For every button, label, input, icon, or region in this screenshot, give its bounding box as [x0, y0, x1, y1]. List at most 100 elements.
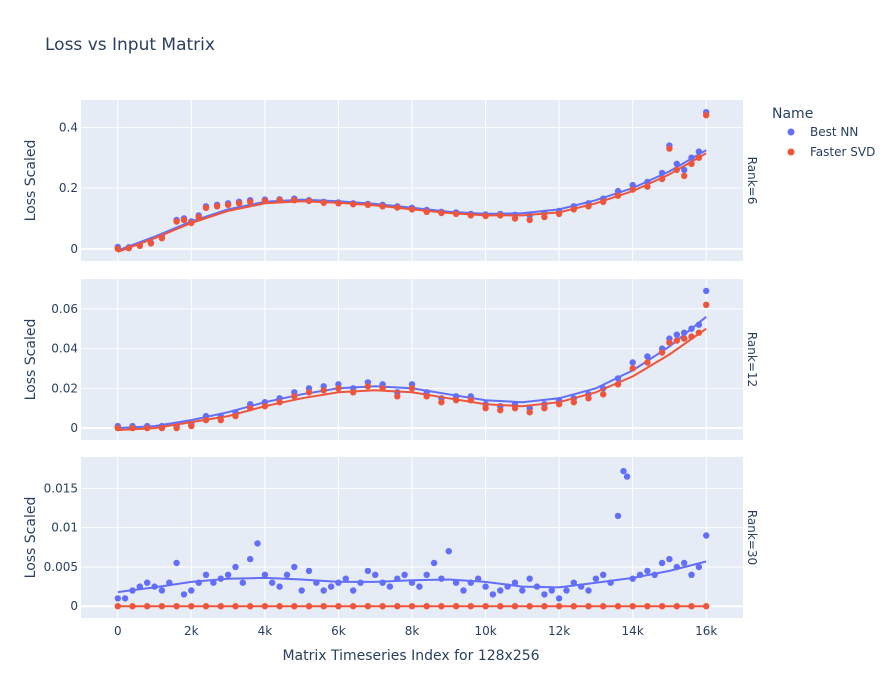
legend: Name Best NN Faster SVD — [772, 106, 875, 159]
data-point — [408, 385, 416, 392]
data-point — [158, 424, 166, 432]
data-point — [239, 579, 246, 586]
data-point — [585, 603, 592, 610]
data-point — [320, 587, 327, 594]
x-axis-label: Matrix Timeseries Index for 128x256 — [282, 648, 539, 664]
data-point — [430, 559, 438, 567]
data-point — [335, 603, 342, 610]
data-point — [695, 563, 703, 571]
data-point — [320, 387, 327, 394]
data-point — [600, 198, 607, 205]
data-point — [688, 160, 695, 167]
data-point — [673, 563, 680, 571]
facet-label: Rank=30 — [745, 510, 759, 565]
data-point — [114, 595, 122, 602]
data-point — [600, 571, 607, 578]
data-point — [147, 240, 155, 247]
data-point — [276, 603, 283, 610]
data-point — [555, 595, 563, 602]
data-point — [276, 399, 283, 406]
data-point — [247, 198, 254, 205]
data-point — [173, 603, 180, 610]
y-tick-label: 0.015 — [44, 481, 78, 495]
data-point — [379, 603, 386, 610]
data-point — [386, 583, 394, 590]
y-axis-label: Loss Scaled — [23, 497, 39, 579]
data-point — [681, 166, 688, 174]
facet-panel-rank-12: 0 0.02 0.04 0.06 Loss Scaled Rank=12 — [23, 279, 759, 440]
data-point — [452, 397, 460, 404]
y-tick-label: 0.2 — [59, 181, 78, 195]
data-point — [623, 473, 631, 480]
data-point — [350, 587, 357, 594]
data-point — [114, 424, 122, 432]
data-point — [188, 587, 195, 594]
data-point — [291, 603, 298, 610]
legend-item-faster-svd[interactable]: Faster SVD — [787, 145, 876, 159]
facet-label: Rank=12 — [745, 332, 759, 387]
data-point — [291, 197, 298, 204]
data-point — [452, 603, 460, 610]
data-point — [629, 359, 636, 366]
legend-item-best-nn[interactable]: Best NN — [787, 125, 859, 139]
data-point — [254, 540, 261, 547]
data-point — [585, 395, 592, 402]
data-point — [563, 587, 570, 594]
data-point — [416, 583, 423, 590]
data-point — [173, 424, 180, 432]
data-point — [511, 603, 519, 610]
data-point — [320, 199, 327, 206]
data-point — [129, 587, 136, 594]
data-point — [570, 579, 577, 586]
data-point — [202, 204, 210, 211]
data-point — [541, 213, 548, 221]
data-point — [673, 331, 680, 338]
data-point — [394, 603, 401, 610]
data-point — [467, 579, 474, 586]
x-tick-label: 8k — [405, 624, 420, 638]
data-point — [335, 579, 342, 586]
data-point — [283, 571, 291, 578]
data-point — [408, 579, 416, 586]
data-point — [195, 213, 202, 221]
data-point — [658, 559, 666, 567]
data-point — [548, 587, 555, 594]
data-point — [644, 183, 651, 190]
data-point — [144, 579, 151, 586]
data-point — [688, 603, 695, 610]
data-point — [195, 579, 202, 586]
data-point — [276, 197, 283, 204]
data-point — [247, 603, 254, 610]
data-point — [452, 579, 460, 586]
series-faster-svd — [114, 603, 710, 610]
data-point — [423, 603, 430, 610]
data-point — [401, 571, 408, 578]
x-tick-label: 14k — [622, 624, 644, 638]
data-point — [541, 591, 548, 598]
data-point — [511, 405, 519, 412]
data-point — [570, 603, 577, 610]
data-point — [342, 575, 349, 582]
data-point — [497, 587, 504, 594]
data-point — [578, 583, 585, 590]
y-axis-label: Loss Scaled — [23, 319, 39, 401]
legend-marker-faster-svd — [787, 148, 795, 156]
x-tick-label: 2k — [184, 624, 199, 638]
data-point — [673, 603, 680, 610]
data-point — [136, 583, 143, 590]
data-point — [703, 532, 710, 539]
legend-label-faster-svd: Faster SVD — [810, 145, 875, 159]
x-tick-label: 16k — [695, 624, 717, 638]
chart-title: Loss vs Input Matrix — [45, 35, 215, 55]
data-point — [372, 571, 379, 578]
data-point — [658, 349, 666, 356]
data-point — [232, 603, 239, 610]
data-point — [379, 203, 386, 210]
data-point — [247, 555, 254, 563]
data-point — [350, 603, 357, 610]
data-point — [445, 548, 452, 555]
data-point — [614, 381, 622, 388]
data-point — [644, 353, 651, 360]
data-point — [394, 204, 401, 211]
data-point — [658, 603, 666, 610]
